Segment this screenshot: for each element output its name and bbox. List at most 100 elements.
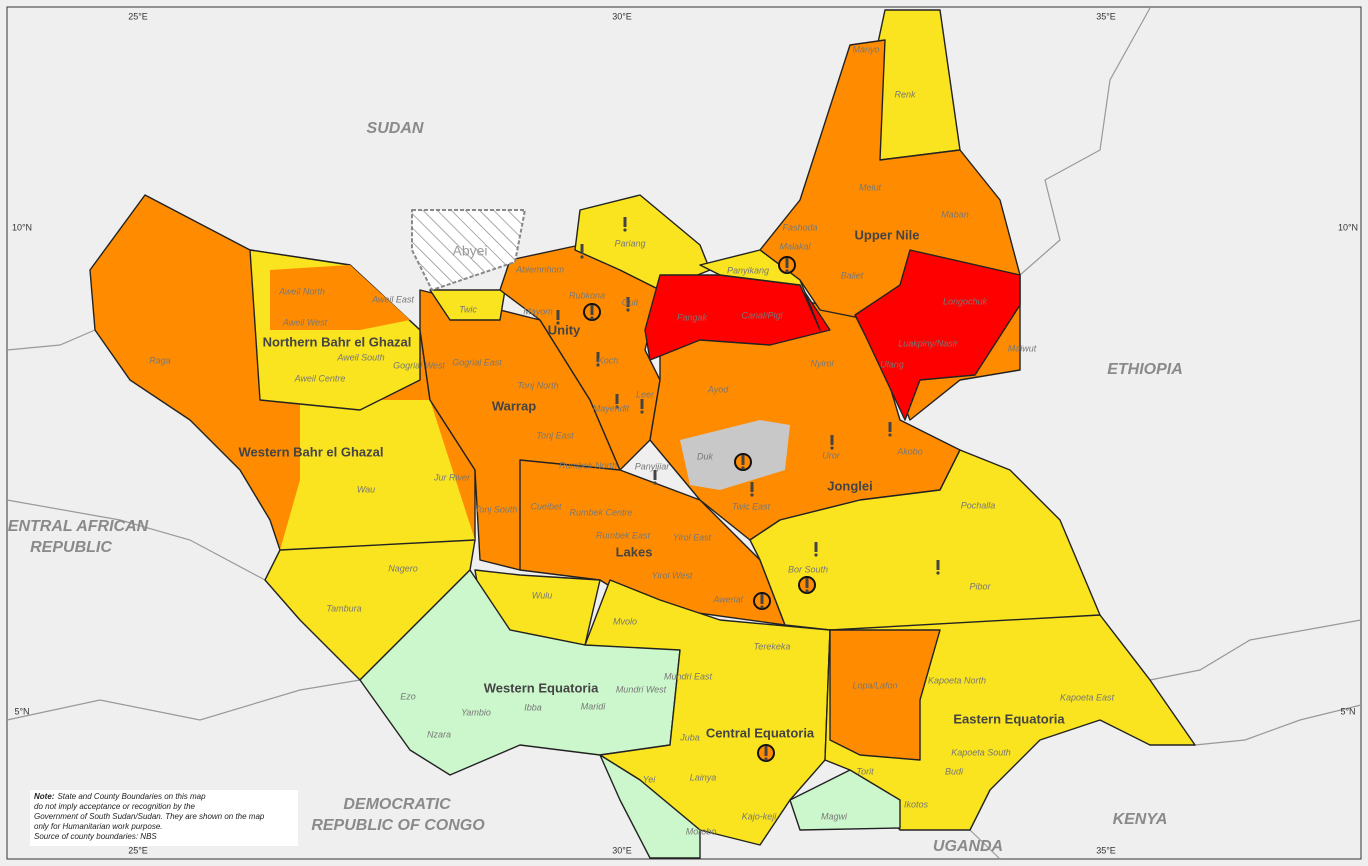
county-label: Aweil West: [282, 317, 328, 327]
state-label: Western Equatoria: [484, 680, 599, 695]
country-label: ETHIOPIA: [1107, 361, 1183, 378]
county-label: Yei: [643, 774, 657, 784]
county-label: Ikotos: [904, 799, 929, 809]
county-label: Torit: [856, 766, 874, 776]
alert-icon: [750, 482, 754, 492]
alert-icon: [814, 553, 818, 557]
alert-icon: [750, 493, 754, 497]
alert-icon: [590, 305, 594, 315]
alert-icon: [623, 217, 627, 227]
county-label: Yambio: [461, 707, 491, 717]
county-label: Mundri East: [664, 671, 713, 681]
alert-icon: [805, 589, 809, 593]
county-label: Morobo: [686, 826, 717, 836]
county-label: Jur River: [433, 472, 471, 482]
county-label: Rubkona: [569, 290, 605, 300]
county-label: Akobo: [896, 446, 923, 456]
county-label: Gogrial West: [393, 360, 445, 370]
alert-icon: [814, 542, 818, 552]
alert-icon: [785, 258, 789, 268]
county-label: Budi: [945, 766, 964, 776]
note-text: Source of county boundaries: NBS: [34, 832, 157, 841]
state-label: Unity: [548, 322, 581, 337]
county-label: Abiemnhom: [515, 264, 565, 274]
county-label: Kapoeta South: [951, 747, 1011, 757]
county-label: Guit: [622, 297, 639, 307]
note-label: Note:: [34, 792, 55, 801]
note-text: Note: State and County Boundaries on this…: [34, 792, 206, 801]
county-label: Uror: [822, 450, 841, 460]
county-label: Panyijiar: [635, 461, 671, 471]
alert-icon: [830, 446, 834, 450]
county-label: Maiwut: [1008, 343, 1037, 353]
alert-icon: [764, 746, 768, 756]
alert-icon: [741, 466, 745, 470]
county-label: Aweil North: [278, 286, 325, 296]
county-label: Maban: [941, 209, 969, 219]
county-label: Canal/Pigi: [741, 310, 783, 320]
county-label: Lainya: [690, 772, 717, 782]
county-label: Pariang: [614, 238, 645, 248]
note-text: Government of South Sudan/Sudan. They ar…: [34, 812, 265, 821]
country-label: REPUBLIC: [30, 539, 112, 556]
note-background: [30, 790, 298, 846]
state-label: Jonglei: [827, 478, 873, 493]
county-label: Fangak: [677, 312, 708, 322]
alert-icon: [760, 605, 764, 609]
graticule-label: 35°E: [1096, 845, 1116, 855]
alert-icon: [888, 433, 892, 437]
state-label: Western Bahr el Ghazal: [239, 444, 384, 459]
county-label: Yirol East: [673, 532, 712, 542]
alert-icon: [596, 363, 600, 367]
state-label: Central Equatoria: [706, 725, 815, 740]
county-label: Nyirol: [810, 358, 834, 368]
country-label: UGANDA: [933, 838, 1003, 855]
county-label: Aweil Centre: [294, 373, 346, 383]
county-label: Rumbek East: [596, 530, 651, 540]
county-label: Fashoda: [782, 222, 817, 232]
disputed-area-label: Abyei: [452, 243, 487, 259]
alert-icon: [640, 410, 644, 414]
graticule-label: 30°E: [612, 11, 632, 21]
graticule-label: 10°N: [1338, 222, 1358, 232]
county-label: Pochalla: [961, 500, 996, 510]
county-label: Nzara: [427, 729, 451, 739]
country-label: SUDAN: [367, 120, 424, 137]
county-label: Yirol West: [652, 570, 693, 580]
state-label: Eastern Equatoria: [953, 711, 1065, 726]
state-label: Warrap: [492, 398, 536, 413]
county-label: Malakal: [779, 241, 811, 251]
county-label: Twic: [459, 304, 477, 314]
county-label: Mayendit: [593, 403, 630, 413]
alert-icon: [760, 594, 764, 604]
frame: [6, 6, 1362, 860]
graticule-label: 35°E: [1096, 11, 1116, 21]
county-label: Ezo: [400, 691, 416, 701]
county-label: Wulu: [532, 590, 553, 600]
county-label: Kapoeta North: [928, 675, 986, 685]
county-label: Lopa/Lafon: [852, 680, 897, 690]
graticule-label: 25°E: [128, 845, 148, 855]
county-label: Tonj South: [475, 504, 518, 514]
state-label: Upper Nile: [854, 227, 919, 242]
alert-icon: [626, 297, 630, 307]
alert-icon: [764, 757, 768, 761]
note-box: Note: State and County Boundaries on this…: [30, 790, 298, 846]
alert-icon: [596, 352, 600, 362]
county-label: Rumbek North: [559, 460, 617, 470]
neighbour-borders: [6, 7, 1362, 860]
country-label: KENYA: [1113, 811, 1168, 828]
county-label: Ibba: [524, 702, 542, 712]
graticule-label: 5°N: [1340, 706, 1355, 716]
alert-icon: [626, 308, 630, 312]
county-label: Maridi: [581, 701, 607, 711]
county-label: Ayod: [707, 384, 729, 394]
alert-icon: [888, 422, 892, 432]
alert-icon: [936, 571, 940, 575]
county-label: Gogrial East: [452, 357, 502, 367]
alert-icon: [936, 560, 940, 570]
county-label: Raga: [149, 355, 171, 365]
graticule-label: 10°N: [12, 222, 32, 232]
county-label: Magwi: [821, 811, 848, 821]
